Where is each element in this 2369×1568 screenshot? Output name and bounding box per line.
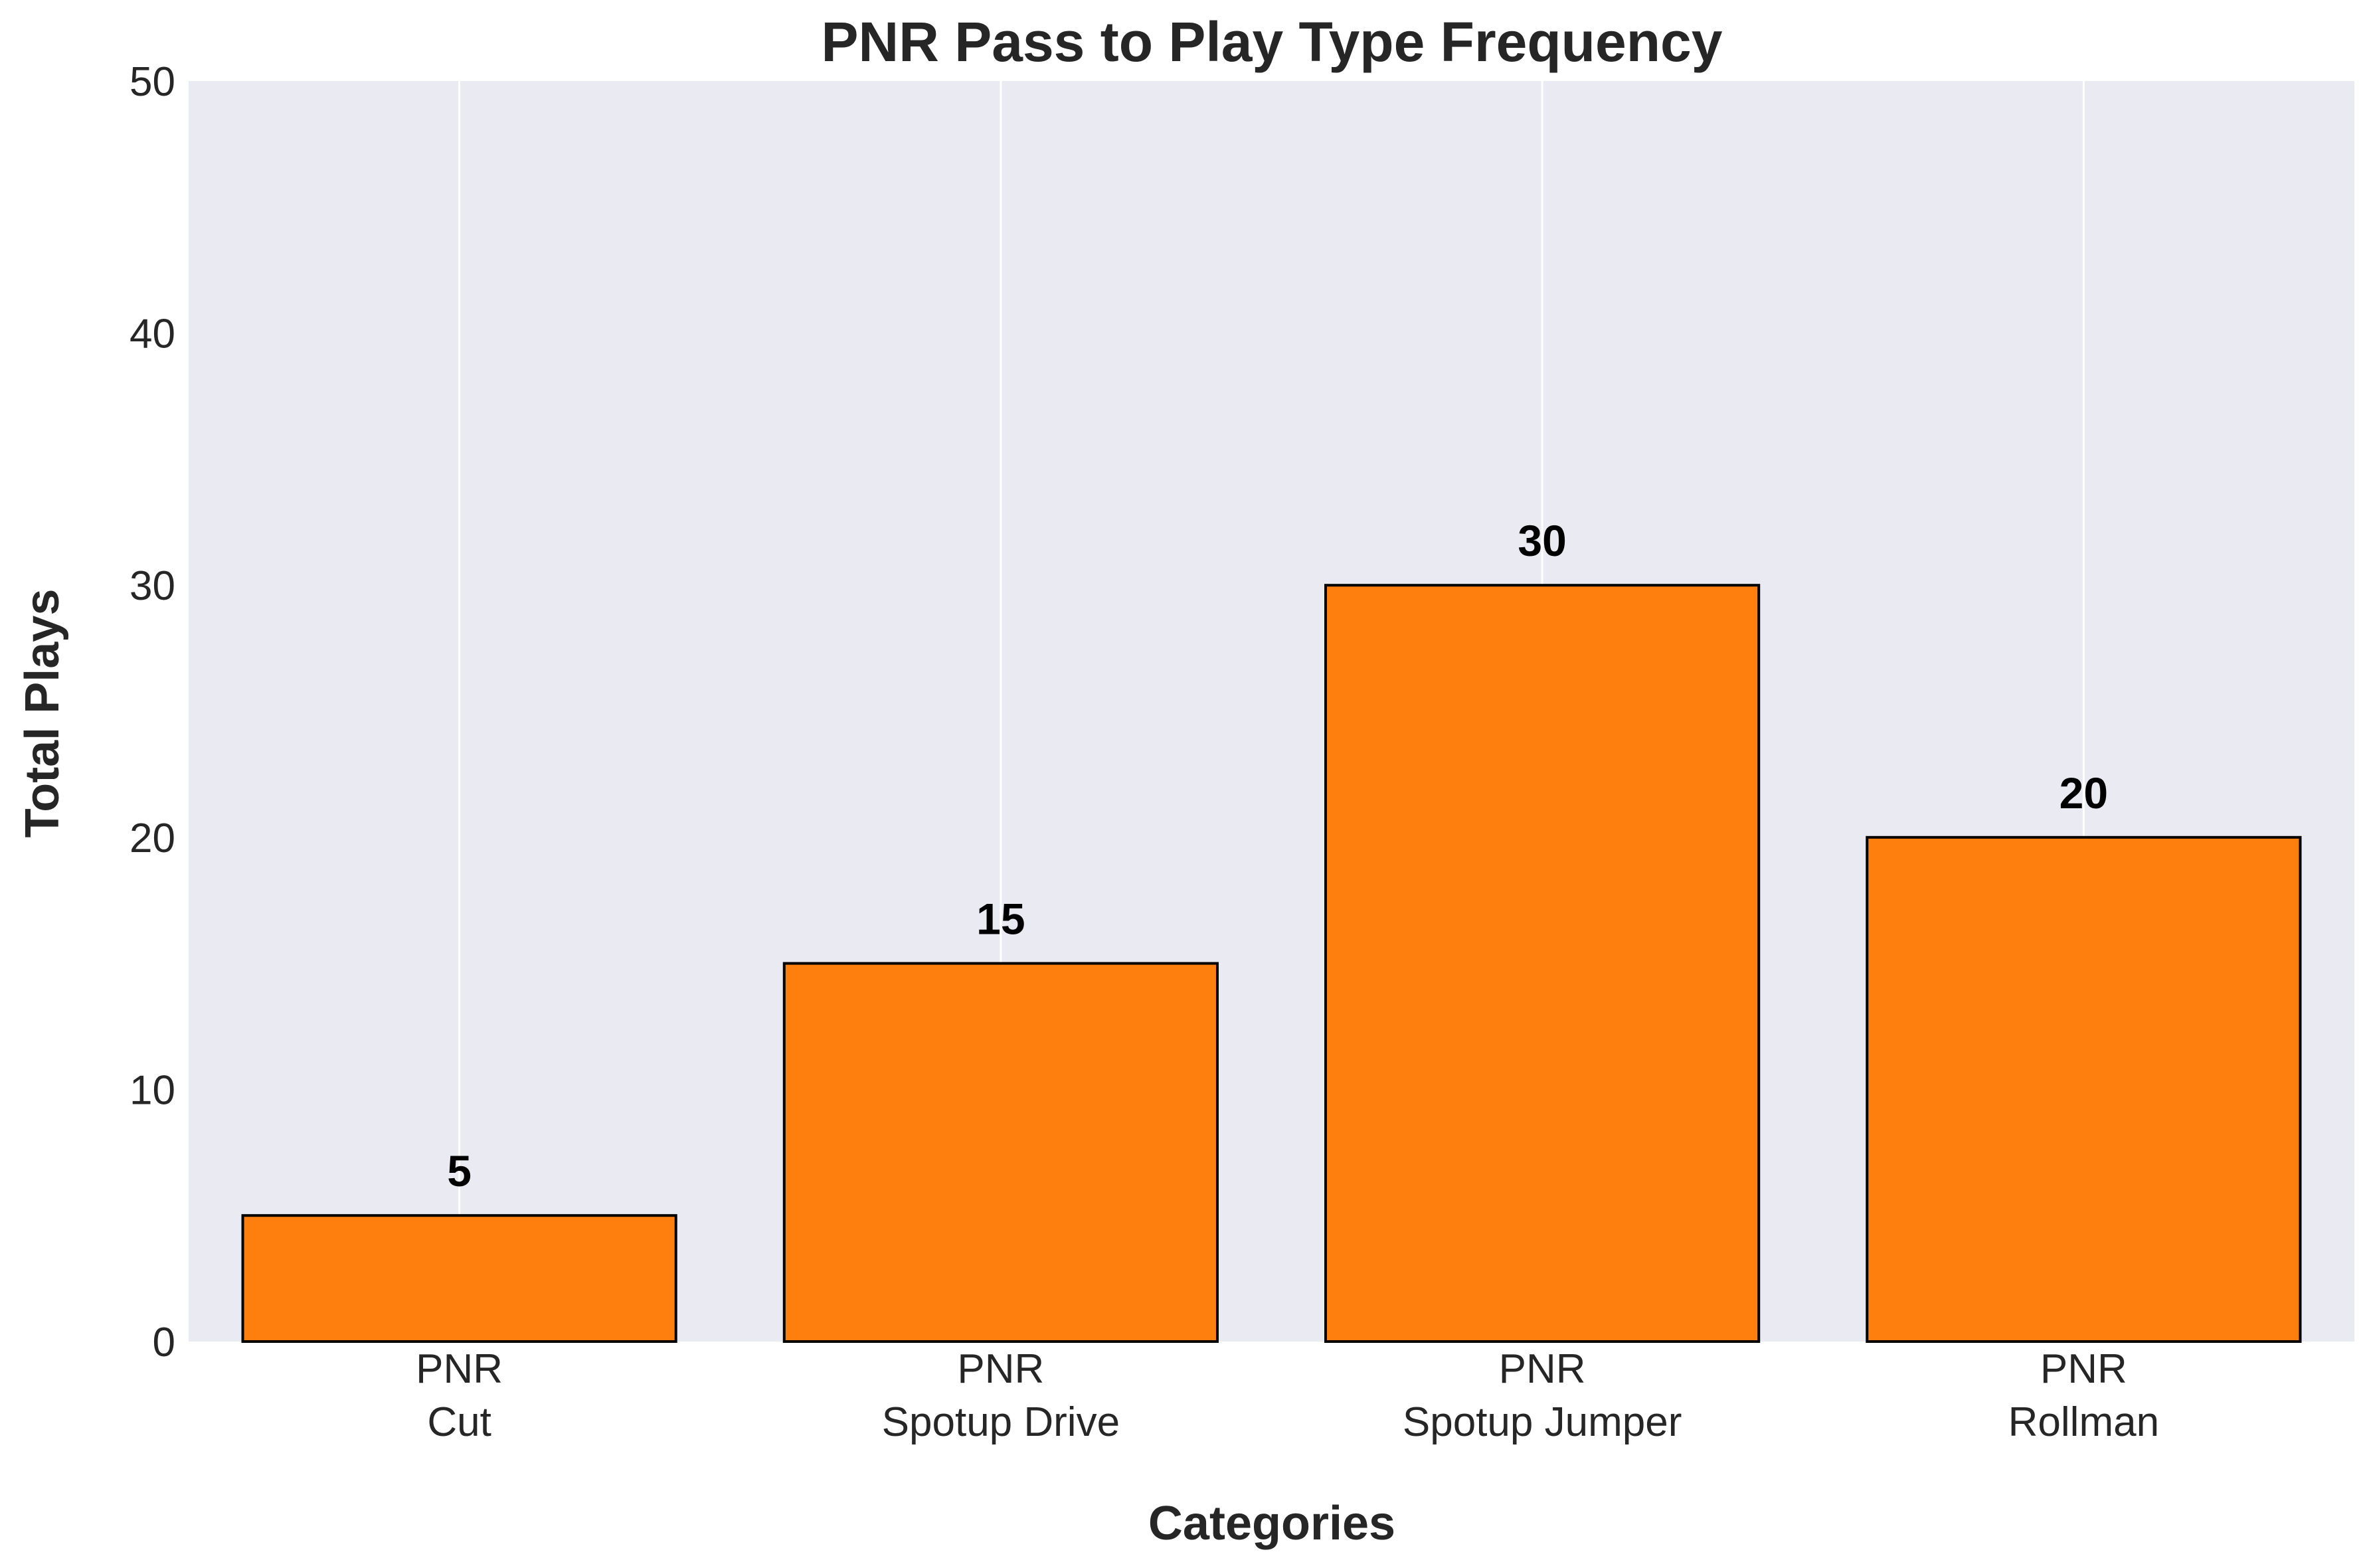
x-axis-ticks: PNR Cut PNR Spotup Drive PNR Spotup Jumper PNR… bbox=[416, 1346, 2159, 1445]
data-labels: 5 15 30 20 bbox=[447, 516, 2108, 1195]
y-tick-label: 20 bbox=[130, 816, 175, 861]
x-tick-label: Spotup Jumper bbox=[1403, 1399, 1682, 1445]
data-label: 20 bbox=[2060, 768, 2108, 818]
y-tick-label: 10 bbox=[130, 1067, 175, 1113]
bar bbox=[241, 1214, 677, 1343]
bar bbox=[1866, 835, 2302, 1344]
data-label: 30 bbox=[1518, 516, 1566, 565]
x-tick-label: PNR bbox=[957, 1346, 1044, 1392]
y-tick-label: 0 bbox=[153, 1320, 175, 1365]
y-tick-label: 30 bbox=[130, 563, 175, 609]
x-tick-label: Rollman bbox=[2008, 1399, 2159, 1445]
bar bbox=[1324, 584, 1761, 1344]
x-tick-label: Spotup Drive bbox=[882, 1399, 1120, 1445]
y-tick-label: 50 bbox=[130, 59, 175, 105]
x-tick-label: Cut bbox=[427, 1399, 491, 1445]
x-tick-label: PNR bbox=[1499, 1346, 1586, 1392]
x-tick-label: PNR bbox=[2040, 1346, 2127, 1392]
y-tick-label: 40 bbox=[130, 311, 175, 357]
y-axis-ticks: 0 10 20 30 40 50 bbox=[130, 59, 175, 1365]
y-axis-label: Total Plays bbox=[16, 589, 69, 838]
bar bbox=[782, 962, 1219, 1343]
chart-title: PNR Pass to Play Type Frequency bbox=[822, 11, 1723, 73]
x-tick-label: PNR bbox=[416, 1346, 503, 1392]
x-axis-label: Categories bbox=[1148, 1497, 1395, 1550]
bars bbox=[241, 584, 2302, 1344]
data-label: 5 bbox=[447, 1146, 472, 1195]
data-label: 15 bbox=[976, 895, 1025, 944]
